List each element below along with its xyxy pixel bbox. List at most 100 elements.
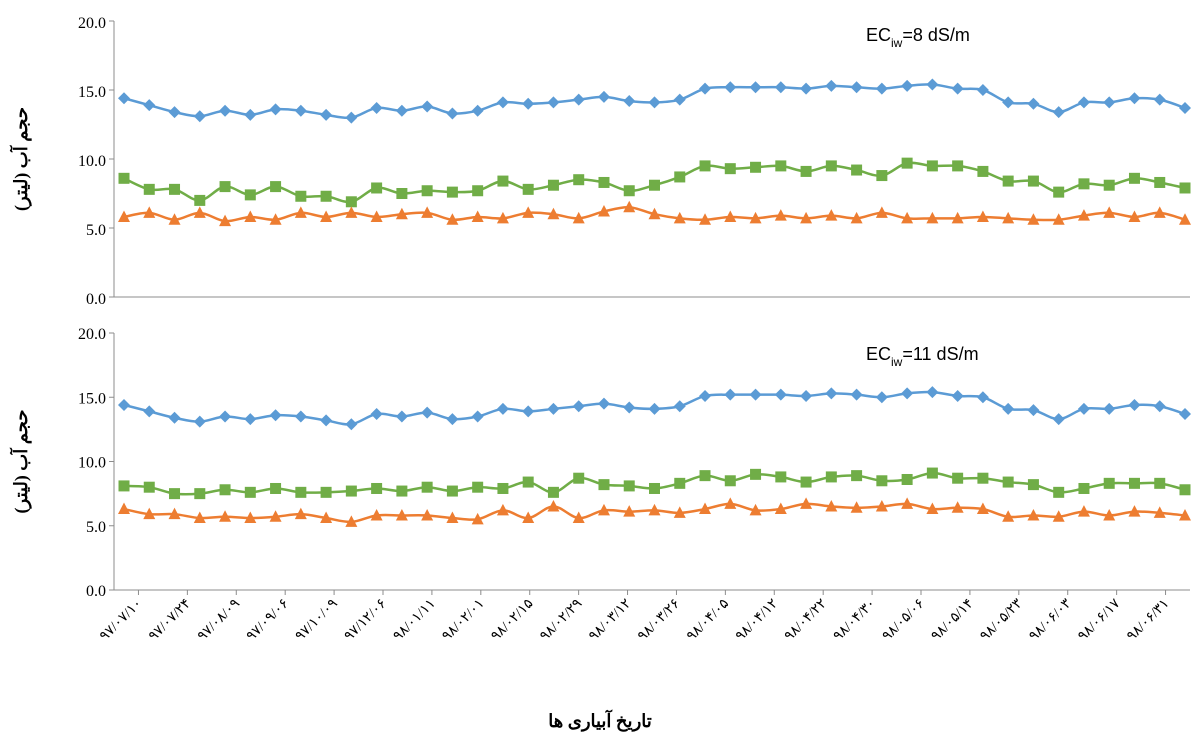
data-point-diamond — [118, 398, 130, 411]
data-point-triangle — [219, 510, 232, 522]
data-point-square — [952, 160, 964, 172]
x-tick-label: ۹۸/۰۴/۲۲ — [782, 596, 830, 644]
data-point-square — [825, 160, 837, 172]
data-point-triangle — [193, 511, 206, 524]
data-point-square — [623, 480, 635, 492]
data-point-triangle — [395, 207, 408, 220]
data-point-diamond — [345, 418, 358, 431]
data-point-square — [1053, 486, 1065, 498]
data-point-square — [876, 170, 888, 182]
data-point-triangle — [749, 503, 762, 516]
data-point-diamond — [421, 100, 434, 113]
x-tick-label: ۹۸/۰۵/۲۳ — [978, 596, 1026, 644]
data-point-triangle — [623, 505, 636, 517]
data-point-square — [244, 486, 256, 498]
data-point-triangle — [875, 499, 888, 512]
data-point-diamond — [1052, 413, 1065, 426]
data-point-square — [750, 468, 762, 480]
data-point-triangle — [118, 210, 130, 222]
data-point-triangle — [320, 210, 333, 222]
data-point-square — [926, 467, 938, 479]
x-tick-label: ۹۸/۰۴/۰۵ — [684, 596, 732, 644]
data-point-diamond — [1179, 101, 1191, 114]
data-point-triangle — [269, 510, 282, 522]
data-point-diamond — [623, 401, 636, 414]
x-tick-label: ۹۸/۰۳/۲۶ — [635, 596, 683, 644]
data-point-triangle — [522, 511, 535, 524]
data-point-triangle — [143, 507, 156, 520]
data-point-diamond — [168, 411, 181, 424]
data-point-triangle — [446, 511, 459, 524]
data-point-square — [522, 476, 534, 488]
data-point-triangle — [496, 503, 509, 516]
data-point-diamond — [774, 81, 787, 94]
data-point-diamond — [572, 93, 585, 106]
data-point-diamond — [976, 391, 989, 404]
data-point-square — [699, 160, 711, 172]
data-point-square — [446, 485, 458, 497]
data-point-triangle — [370, 508, 383, 521]
data-point-square — [851, 164, 863, 176]
data-point-square — [1179, 182, 1191, 194]
data-point-triangle — [699, 502, 712, 515]
data-point-square — [497, 482, 509, 494]
data-point-square — [497, 175, 509, 187]
data-point-diamond — [219, 410, 232, 423]
y-tick-label: 0.0 — [86, 291, 106, 308]
data-point-triangle — [471, 210, 484, 222]
data-point-triangle — [1103, 508, 1116, 521]
data-point-square — [169, 488, 181, 500]
data-point-diamond — [244, 108, 257, 121]
data-point-triangle — [597, 503, 610, 516]
data-point-diamond — [320, 414, 333, 427]
x-tick-label: ۹۸/۰۵/۰۶ — [880, 596, 928, 644]
data-point-triangle — [1002, 211, 1015, 224]
chart-panel-2: 0.0 5.0 10.0 15.0 20.0 حجم آب (لیتر) ECiw=11 d… — [9, 326, 1191, 732]
ec-annotation-value: =11 dS/m — [902, 344, 978, 364]
data-point-diamond — [1103, 402, 1116, 415]
ec-annotation: ECiw=8 dS/m — [866, 25, 970, 50]
data-point-square — [472, 185, 484, 197]
data-point-diamond — [724, 81, 737, 94]
ec-annotation-subscript: iw — [891, 355, 903, 369]
y-tick-label: 10.0 — [78, 153, 106, 170]
data-point-diamond — [648, 402, 661, 415]
x-tick-label: ۹۸/۰۶/۰۳ — [1027, 596, 1075, 644]
data-point-square — [143, 183, 155, 195]
data-point-square — [851, 470, 863, 482]
data-point-triangle — [1179, 213, 1191, 225]
data-point-diamond — [850, 388, 863, 401]
data-point-square — [1027, 479, 1039, 491]
data-point-square — [270, 482, 282, 494]
data-point-square — [472, 481, 484, 493]
data-point-triangle — [294, 507, 307, 520]
data-point-diamond — [446, 107, 459, 120]
data-point-diamond — [1002, 96, 1015, 109]
data-point-diamond — [395, 104, 408, 117]
data-point-triangle — [875, 206, 888, 218]
data-point-diamond — [1077, 96, 1090, 109]
data-point-triangle — [825, 499, 838, 512]
chart-panel-1: 0.0 5.0 10.0 15.0 20.0 حجم آب (لیتر) ECiw=8 dS… — [9, 15, 1191, 308]
data-point-square — [320, 190, 332, 202]
data-point-square — [750, 161, 762, 173]
data-point-square — [649, 179, 660, 191]
data-point-square — [800, 476, 812, 488]
data-point-diamond — [724, 388, 737, 401]
data-point-diamond — [648, 96, 661, 109]
data-point-square — [1078, 482, 1090, 494]
y-axis-title: حجم آب (لیتر) — [9, 410, 32, 514]
data-point-triangle — [1103, 206, 1116, 218]
data-point-diamond — [699, 389, 712, 402]
x-axis-title: تاریخ آبیاری ها — [548, 709, 652, 732]
data-point-square — [194, 488, 206, 500]
data-point-triangle — [1077, 209, 1090, 221]
data-point-square — [270, 181, 282, 193]
data-point-diamond — [699, 82, 712, 95]
data-point-square — [1154, 176, 1166, 188]
data-point-diamond — [193, 415, 206, 428]
x-tick-label: ۹۸/۰۱/۱۱ — [391, 596, 439, 644]
y-axis-title: حجم آب (لیتر) — [9, 107, 32, 211]
x-tick-label: ۹۸/۰۴/۱۲ — [733, 596, 781, 644]
